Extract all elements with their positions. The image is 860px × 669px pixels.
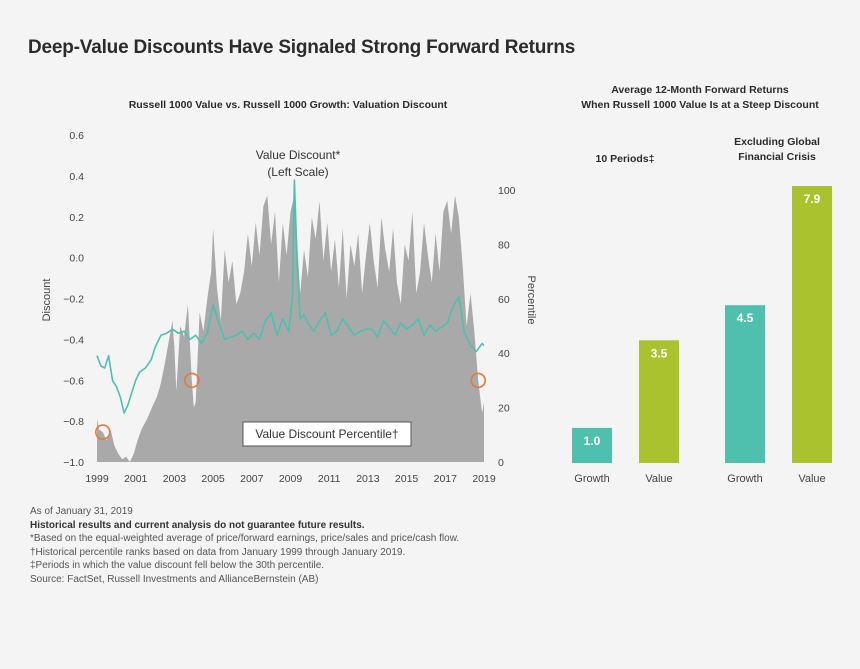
source: Source: FactSet, Russell Investments and…	[30, 573, 319, 585]
right-chart-title-line1: Average 12-Month Forward Returns	[611, 84, 789, 96]
x-tick-label: 2009	[279, 473, 303, 485]
percentile-area	[97, 195, 484, 462]
left-tick-label: −0.8	[63, 416, 84, 428]
right-tick-label: 60	[498, 294, 510, 306]
left-tick-label: −0.6	[63, 375, 84, 387]
footnote-1: *Based on the equal-weighted average of …	[30, 533, 460, 544]
bar-value-label: 4.5	[737, 311, 754, 325]
left-axis-ticks: 0.6 0.4 0.2 0.0 −0.2 −0.4 −0.6 −0.8 −1.0	[63, 130, 84, 469]
right-tick-label: 0	[498, 457, 504, 469]
page-title: Deep-Value Discounts Have Signaled Stron…	[28, 37, 576, 58]
bars: 1.0 Growth 3.5 Value 4.5 Growth 7.9 Value	[572, 186, 832, 485]
left-tick-label: 0.2	[69, 212, 84, 224]
bar-category-label: Growth	[727, 473, 762, 485]
x-tick-label: 2003	[163, 473, 187, 485]
line-annotation-sub: (Left Scale)	[267, 165, 328, 179]
disclaimer: Historical results and current analysis …	[30, 519, 365, 531]
area-annotation: Value Discount Percentile†	[255, 427, 398, 441]
low-percentile-markers	[95, 372, 487, 440]
footnote-3: ‡Periods in which the value discount fel…	[30, 560, 325, 571]
as-of-date: As of January 31, 2019	[30, 506, 133, 517]
x-tick-label: 2013	[356, 473, 380, 485]
x-tick-label: 2015	[395, 473, 419, 485]
x-axis-ticks: 1999 2001 2003 2005 2007 2009 2011 2013 2015 2017…	[85, 473, 496, 485]
x-tick-label: 1999	[85, 473, 109, 485]
x-tick-label: 2007	[240, 473, 264, 485]
left-tick-label: −1.0	[63, 457, 84, 469]
right-tick-label: 80	[498, 239, 510, 251]
area-annotation-box	[242, 421, 412, 447]
right-axis-label: Percentile	[525, 276, 537, 325]
bar-category-label: Value	[798, 473, 825, 485]
marker-circle	[95, 424, 111, 440]
discount-line	[96, 179, 485, 414]
left-tick-label: 0.0	[69, 253, 84, 265]
left-tick-label: −0.2	[63, 294, 84, 306]
discount-line-path	[96, 179, 485, 414]
left-tick-label: 0.4	[69, 171, 84, 183]
left-chart-title: Russell 1000 Value vs. Russell 1000 Grow…	[129, 99, 448, 111]
growth-bar	[572, 427, 612, 463]
bar-category-label: Value	[645, 473, 672, 485]
right-axis-ticks: 100 80 60 40 20 0	[498, 185, 516, 469]
marker-circle	[470, 372, 487, 389]
x-tick-label: 2011	[318, 473, 341, 485]
chart-canvas: Russell 1000 Value vs. Russell 1000 Grow…	[41, 84, 832, 485]
right-tick-label: 40	[498, 348, 510, 360]
footnote-2: †Historical percentile ranks based on da…	[30, 546, 406, 558]
group1-label-line2: 10 Periods‡	[596, 153, 655, 165]
bar-value-label: 1.0	[584, 434, 601, 448]
bar-category-label: Growth	[574, 473, 609, 485]
right-tick-label: 100	[498, 185, 516, 197]
right-tick-label: 20	[498, 403, 510, 415]
value-bar	[792, 186, 832, 463]
right-chart: Average 12-Month Forward Returns When Ru…	[572, 84, 832, 485]
left-tick-label: −0.4	[63, 334, 84, 346]
left-axis-label: Discount	[41, 279, 53, 322]
left-tick-label: 0.6	[69, 130, 84, 142]
bar-value-label: 7.9	[804, 192, 821, 206]
group2-label-line2: Financial Crisis	[738, 151, 816, 163]
percentile-area-shape	[97, 195, 484, 462]
x-tick-label: 2017	[434, 473, 458, 485]
bar-value-label: 3.5	[651, 346, 668, 360]
marker-circle	[184, 372, 200, 389]
value-bar	[639, 340, 679, 463]
left-chart: Russell 1000 Value vs. Russell 1000 Grow…	[41, 99, 537, 485]
x-tick-label: 2019	[472, 473, 496, 485]
x-tick-label: 2005	[201, 473, 225, 485]
footnotes: As of January 31, 2019 Historical result…	[30, 505, 459, 586]
right-chart-title-line2: When Russell 1000 Value Is at a Steep Di…	[581, 99, 819, 111]
line-annotation: Value Discount*	[256, 148, 341, 162]
group2-label-line1: Excluding Global	[734, 136, 820, 148]
x-tick-label: 2001	[124, 473, 148, 485]
growth-bar	[725, 305, 765, 463]
